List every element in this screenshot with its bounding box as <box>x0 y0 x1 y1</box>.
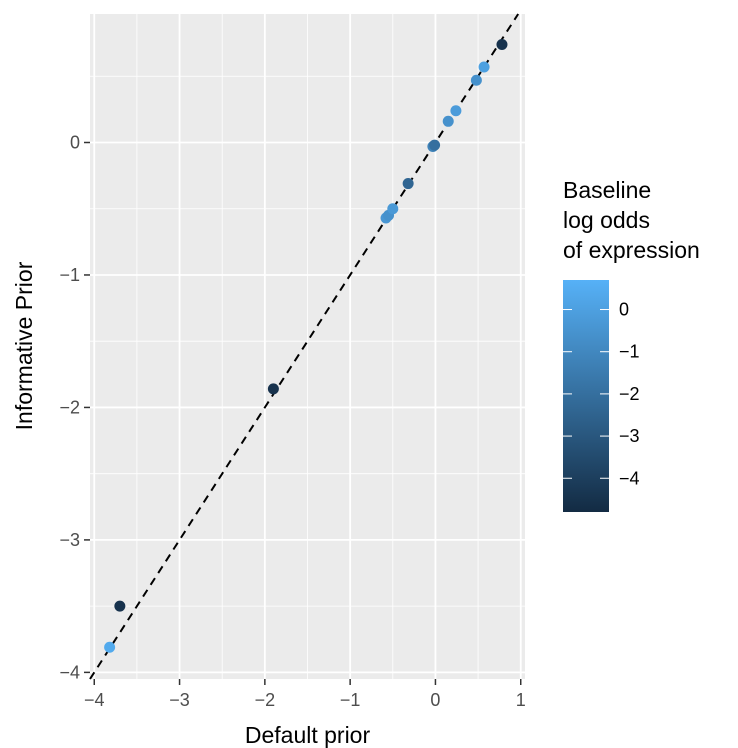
legend-title-line-1: Baseline <box>563 177 651 203</box>
x-tick-label: 0 <box>430 690 440 710</box>
legend-ticks: 0 −1 −2 −3 −4 <box>563 300 640 488</box>
x-tick-label: −3 <box>169 690 190 710</box>
legend-tick-label: −4 <box>619 468 640 488</box>
x-axis-title: Default prior <box>245 722 371 748</box>
data-point <box>402 178 414 190</box>
color-legend: Baseline log odds of expression 0 −1 −2 −3 −… <box>563 177 700 512</box>
data-point <box>496 38 508 50</box>
y-axis: −4 −3 −2 −1 0 <box>59 132 90 682</box>
x-tick-label: −1 <box>340 690 361 710</box>
legend-tick-label: −1 <box>619 342 640 362</box>
data-points <box>104 38 508 653</box>
y-tick-label: 0 <box>70 132 80 152</box>
legend-tick-label: −3 <box>619 426 640 446</box>
data-point <box>114 600 126 612</box>
x-tick-label: −2 <box>255 690 276 710</box>
minor-gridlines <box>90 14 525 679</box>
legend-tick-label: −2 <box>619 384 640 404</box>
major-gridlines <box>90 14 525 679</box>
data-point <box>104 641 116 653</box>
data-point <box>470 74 482 86</box>
y-tick-label: −4 <box>59 662 80 682</box>
data-point <box>387 203 399 215</box>
data-point <box>429 139 441 151</box>
data-point <box>442 115 454 127</box>
data-point <box>450 105 462 117</box>
legend-colorbar <box>563 280 609 512</box>
y-tick-label: −1 <box>59 265 80 285</box>
y-tick-label: −2 <box>59 397 80 417</box>
y-tick-label: −3 <box>59 530 80 550</box>
legend-title-line-3: of expression <box>563 237 700 263</box>
y-axis-title: Informative Prior <box>11 261 37 430</box>
x-tick-label: −4 <box>84 690 105 710</box>
x-axis: −4 −3 −2 −1 0 1 <box>84 679 526 710</box>
data-point <box>478 61 490 73</box>
legend-tick-label: 0 <box>619 300 629 320</box>
x-tick-label: 1 <box>516 690 526 710</box>
data-point <box>267 383 279 395</box>
legend-title-line-2: log odds <box>563 207 650 233</box>
